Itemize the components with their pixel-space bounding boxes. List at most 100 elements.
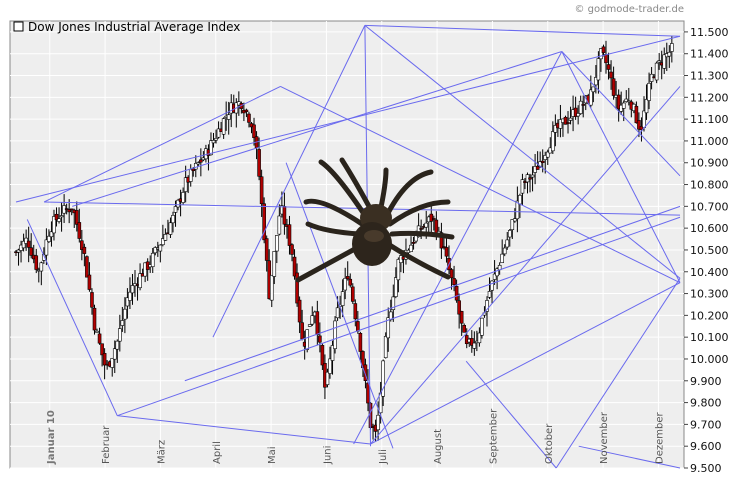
candle-body bbox=[176, 199, 180, 208]
trendline bbox=[43, 85, 281, 203]
candle-body bbox=[259, 176, 264, 205]
legend-label: Dow Jones Industrial Average Index bbox=[28, 20, 240, 34]
trendline bbox=[370, 282, 681, 445]
candle-body bbox=[59, 215, 64, 218]
candle-body bbox=[624, 98, 629, 102]
candle-body bbox=[452, 278, 456, 286]
y-axis: 11.500 11.400 11.300 11.200 11.100 11.000 10.9… bbox=[684, 26, 729, 475]
trendline bbox=[561, 51, 681, 283]
candle-body bbox=[589, 89, 593, 106]
candle-body bbox=[262, 203, 266, 241]
y-tick-label: 11.200 bbox=[690, 91, 729, 104]
trendline bbox=[465, 360, 557, 469]
candle-body bbox=[85, 256, 89, 278]
candle-body bbox=[581, 104, 586, 106]
candle-body bbox=[477, 332, 482, 344]
candle-body bbox=[77, 222, 82, 239]
candle-body bbox=[457, 300, 461, 315]
candle-body bbox=[272, 251, 277, 277]
candle-body bbox=[158, 244, 163, 252]
candle-body bbox=[510, 219, 515, 230]
candle-body bbox=[80, 240, 84, 250]
candle-body bbox=[125, 297, 130, 307]
candle-body bbox=[21, 240, 26, 249]
y-tick-label: 11.300 bbox=[690, 70, 729, 83]
candle-body bbox=[257, 149, 261, 177]
candle-body bbox=[214, 137, 218, 141]
candle-body bbox=[34, 255, 39, 270]
x-tick-label: April bbox=[212, 441, 223, 464]
trendline bbox=[555, 278, 681, 469]
candle-body bbox=[454, 286, 459, 301]
candle-body bbox=[644, 99, 649, 114]
candle-body bbox=[495, 268, 499, 277]
candle-body bbox=[363, 364, 368, 381]
candle-body bbox=[596, 58, 601, 81]
candle-body bbox=[578, 100, 583, 114]
candle-body bbox=[181, 192, 185, 203]
candle-body bbox=[472, 342, 477, 349]
candle-body bbox=[163, 233, 168, 241]
candle-body bbox=[345, 276, 350, 280]
candle-body bbox=[97, 333, 102, 344]
candle-body bbox=[102, 353, 107, 366]
candle-body bbox=[95, 330, 99, 333]
candle-body bbox=[507, 230, 512, 238]
candle-body bbox=[209, 140, 213, 156]
candle-body bbox=[47, 235, 51, 242]
candle-body bbox=[394, 277, 398, 297]
candle-body bbox=[480, 317, 484, 336]
candle-body bbox=[439, 232, 444, 249]
candle-body bbox=[381, 360, 385, 397]
candle-body bbox=[216, 128, 221, 138]
candle-body bbox=[282, 206, 287, 225]
trendline bbox=[184, 205, 681, 382]
candle-body bbox=[292, 256, 297, 277]
candle-body bbox=[199, 159, 203, 163]
candle-body bbox=[118, 328, 122, 342]
candle-body bbox=[376, 414, 380, 431]
candle-body bbox=[123, 308, 127, 320]
candle-body bbox=[29, 247, 33, 256]
candle-body bbox=[297, 299, 302, 323]
candle-body bbox=[490, 280, 494, 291]
candle-body bbox=[300, 322, 304, 340]
candle-body bbox=[442, 246, 446, 248]
candle-body bbox=[513, 218, 517, 222]
candle-body bbox=[573, 107, 578, 117]
candle-body bbox=[277, 215, 282, 235]
candle-body bbox=[318, 335, 322, 343]
legend: Dow Jones Industrial Average Index bbox=[13, 20, 240, 34]
candle-body bbox=[67, 209, 71, 213]
candle-body bbox=[353, 303, 358, 320]
x-tick-label: Dezember bbox=[654, 412, 665, 464]
x-tick-label: Juli bbox=[378, 449, 389, 465]
candle-body bbox=[244, 109, 249, 112]
x-tick-label: August bbox=[433, 429, 444, 464]
candle-body bbox=[566, 122, 570, 124]
candle-body bbox=[356, 321, 360, 332]
x-tick-label: März bbox=[156, 440, 167, 464]
candle-body bbox=[52, 216, 56, 234]
candle-body bbox=[487, 291, 492, 298]
y-tick-label: 10.500 bbox=[690, 244, 729, 257]
y-tick-label: 10.200 bbox=[690, 309, 729, 322]
candle-body bbox=[383, 336, 388, 359]
candle-body bbox=[173, 206, 178, 213]
trendline bbox=[285, 162, 394, 449]
candle-body bbox=[74, 210, 79, 225]
candle-body bbox=[444, 247, 449, 257]
candle-body bbox=[188, 169, 193, 182]
candle-body bbox=[130, 285, 135, 294]
candle-body bbox=[340, 291, 345, 306]
candle-body bbox=[429, 213, 434, 222]
candle-body bbox=[100, 343, 104, 356]
candle-body bbox=[520, 179, 525, 194]
y-tick-label: 10.900 bbox=[690, 157, 729, 170]
legend-marker bbox=[13, 21, 24, 32]
candle-body bbox=[358, 333, 363, 352]
trendline bbox=[117, 216, 681, 417]
candle-body bbox=[459, 311, 464, 324]
candle-body bbox=[604, 53, 608, 64]
gridlines bbox=[10, 21, 684, 469]
